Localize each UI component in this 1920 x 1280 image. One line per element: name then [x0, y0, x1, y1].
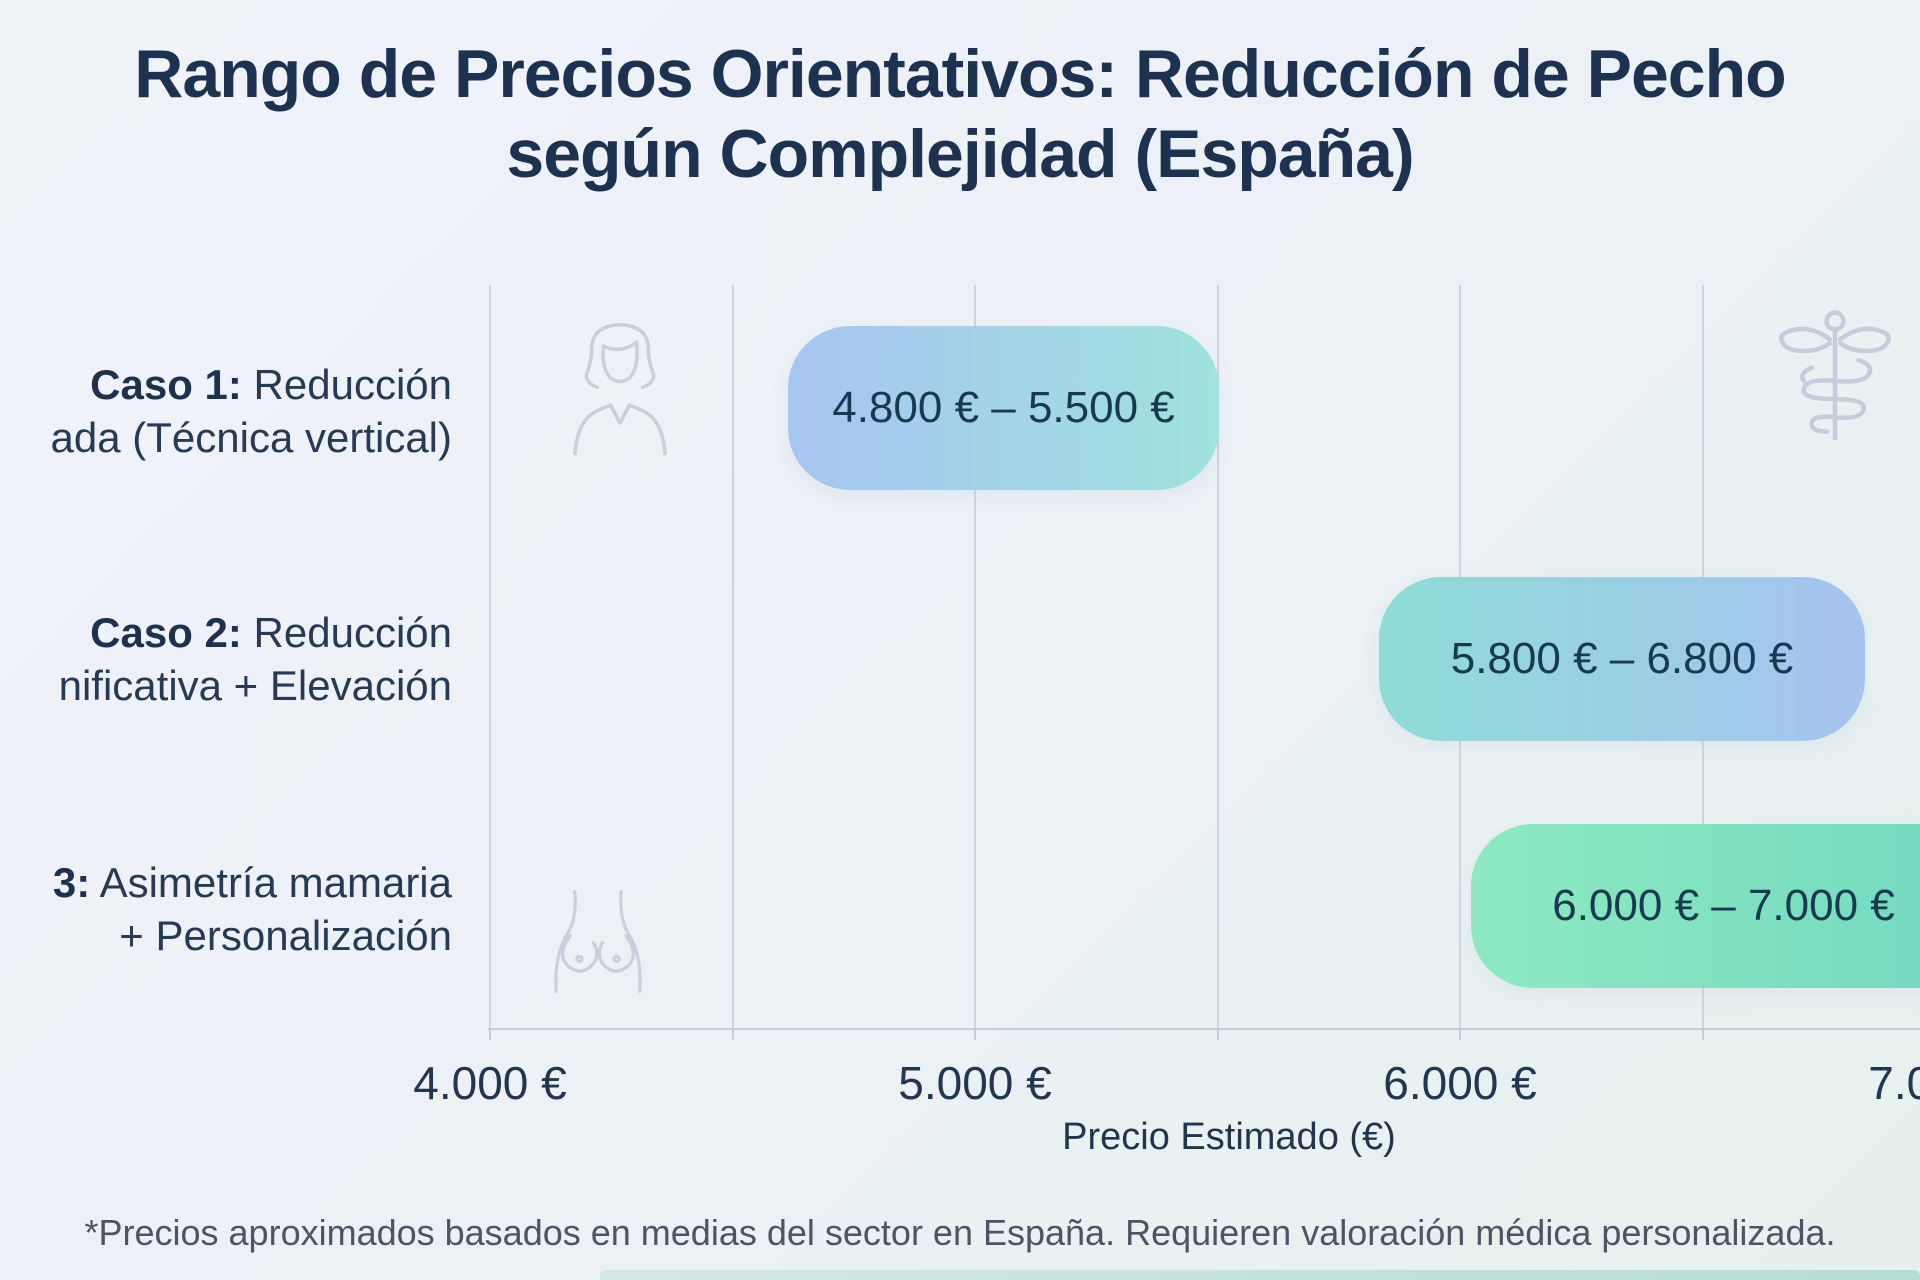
- x-axis-line: [488, 1028, 1920, 1030]
- x-tick-7000: 7.000 €: [1868, 1057, 1920, 1109]
- gridline-5000: [974, 285, 976, 1028]
- x-axis-tick: [1217, 1028, 1219, 1040]
- footnote: *Precios aproximados basados en medias d…: [84, 1212, 1836, 1253]
- category-label-caso-3: 3: Asimetría mamaria + Personalización: [0, 856, 452, 962]
- category-label-caso-2: Caso 2: Reducción nificativa + Elevación: [0, 606, 452, 712]
- category-label-caso-2-line2: nificativa + Elevación: [58, 662, 452, 709]
- x-tick-5000: 5.000 €: [898, 1057, 1052, 1109]
- page-title-line2: según Complejidad (España): [506, 116, 1414, 192]
- category-label-caso-3-rest: Asimetría mamaria: [90, 859, 452, 906]
- category-label-caso-1-bold: Caso 1:: [90, 361, 242, 408]
- range-bar-caso-1-label: 4.800 € – 5.500 €: [832, 383, 1175, 432]
- range-bar-caso-2-label: 5.800 € – 6.800 €: [1450, 634, 1794, 683]
- x-axis-tick: [732, 1028, 734, 1040]
- range-bar-caso-2: 5.800 € – 6.800 €: [1379, 577, 1865, 741]
- x-axis-title: Precio Estimado (€): [1062, 1116, 1396, 1158]
- x-axis-tick: [489, 1028, 491, 1040]
- caduceus-icon: [1770, 308, 1900, 446]
- x-axis-tick: [1702, 1028, 1704, 1040]
- gridline-4000: [489, 285, 491, 1028]
- x-axis-tick: [974, 1028, 976, 1040]
- x-axis-tick: [1459, 1028, 1461, 1040]
- gridline-5500: [1217, 285, 1219, 1028]
- category-label-caso-2-rest: Reducción: [241, 609, 452, 656]
- category-label-caso-3-line2: + Personalización: [119, 912, 452, 959]
- range-bar-caso-3-label: 6.000 € – 7.000 €: [1552, 881, 1895, 930]
- x-tick-4000: 4.000 €: [413, 1057, 567, 1109]
- breast-icon: [540, 882, 656, 994]
- page-title-line1: Rango de Precios Orientativos: Reducción…: [134, 36, 1786, 112]
- category-label-caso-3-bold: 3:: [52, 859, 91, 906]
- page-title: Rango de Precios Orientativos: Reducción…: [0, 34, 1920, 194]
- category-label-caso-1-rest: Reducción: [241, 361, 452, 408]
- range-bar-caso-3: 6.000 € – 7.000 €: [1471, 824, 1920, 988]
- category-label-caso-1-line2: ada (Técnica vertical): [50, 414, 452, 461]
- x-tick-6000: 6.000 €: [1383, 1057, 1537, 1109]
- gridline-4500: [732, 285, 734, 1028]
- range-bar-caso-1: 4.800 € – 5.500 €: [788, 326, 1219, 490]
- bottom-decorative-strip: [600, 1270, 1920, 1280]
- category-label-caso-1: Caso 1: Reducción ada (Técnica vertical): [0, 358, 452, 464]
- woman-icon: [560, 314, 680, 456]
- category-label-caso-2-bold: Caso 2:: [90, 609, 242, 656]
